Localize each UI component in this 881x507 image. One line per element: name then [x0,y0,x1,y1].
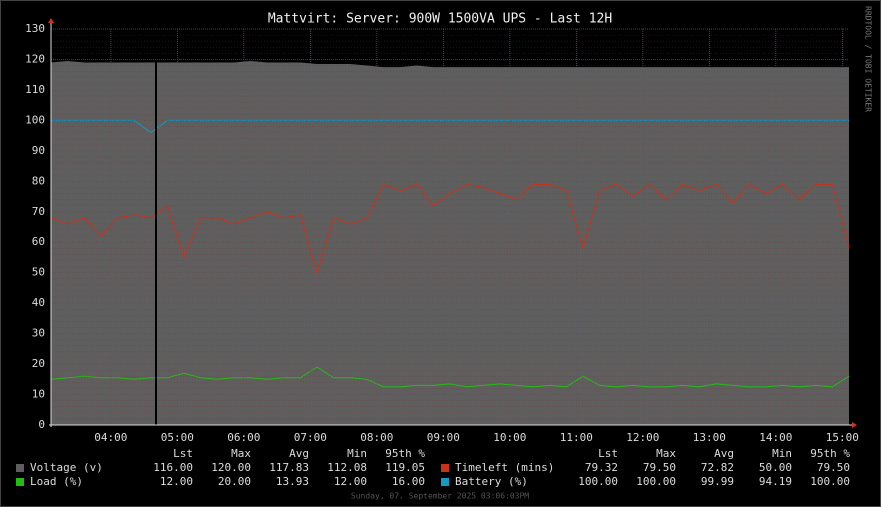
legend-label: Load (%) [30,475,83,488]
y-tick-label: 80 [32,174,45,187]
legend-column-header: Max [231,447,251,460]
legend-swatch [16,464,24,472]
watermark: RRDTOOL / TOBI OETIKER [864,6,873,112]
y-tick-label: 20 [32,357,45,370]
legend-column-header: 95th % [810,447,850,460]
legend-stat: 112.08 [327,461,367,474]
y-tick-label: 0 [38,418,45,431]
legend-column-header: Avg [714,447,734,460]
y-tick-label: 10 [32,388,45,401]
y-tick-label: 70 [32,205,45,218]
legend-stat: 100.00 [636,475,676,488]
legend-stat: 50.00 [759,461,792,474]
area [51,60,849,425]
legend-label: Voltage (v) [30,461,103,474]
chart-title: Mattvirt: Server: 900W 1500VA UPS - Last… [268,12,612,27]
y-tick-label: 50 [32,266,45,279]
x-tick-label: 10:00 [493,431,526,444]
legend-label: Timeleft (mins) [455,461,554,474]
plot-area [50,28,850,426]
legend-stat: 13.93 [276,475,309,488]
legend-column-header: Min [772,447,792,460]
x-tick-label: 12:00 [626,431,659,444]
y-tick-label: 120 [25,52,45,65]
legend: Lst Lst Max Max Avg Avg Min Min 95th % 95th % Volt… [16,447,850,488]
legend-stat: 100.00 [810,475,850,488]
y-tick-label: 130 [25,22,45,35]
legend-stat: 16.00 [392,475,425,488]
legend-stat: 100.00 [578,475,618,488]
legend-column-header: 95th % [385,447,425,460]
legend-stat: 12.00 [160,475,193,488]
x-tick-label: 13:00 [693,431,726,444]
legend-swatch [441,478,449,486]
y-tick-label: 30 [32,327,45,340]
footer: Sunday, 07. September 2025 03:06:03PM [351,492,529,501]
legend-label: Battery (%) [455,475,528,488]
legend-swatch [441,464,449,472]
legend-stat: 79.32 [585,461,618,474]
legend-stat: 116.00 [153,461,193,474]
x-tick-label: 08:00 [360,431,393,444]
legend-column-header: Avg [289,447,309,460]
x-tick-label: 07:00 [294,431,327,444]
y-tick-label: 60 [32,235,45,248]
legend-swatch [16,478,24,486]
legend-stat: 12.00 [334,475,367,488]
x-tick-label: 09:00 [427,431,460,444]
y-tick-label: 40 [32,296,45,309]
line [50,366,850,388]
legend-stat: 72.82 [701,461,734,474]
legend-stat: 119.05 [385,461,425,474]
axis-arrow [852,422,857,428]
y-tick-label: 100 [25,113,45,126]
legend-column-header: Lst [598,447,618,460]
x-tick-label: 06:00 [227,431,260,444]
grid [51,28,849,426]
legend-stat: 117.83 [269,461,309,474]
legend-stat: 94.19 [759,475,792,488]
legend-column-header: Max [656,447,676,460]
axis-arrow [48,18,54,23]
legend-stat: 79.50 [643,461,676,474]
x-tick-label: 05:00 [161,431,194,444]
x-tick-label: 04:00 [94,431,127,444]
legend-stat: 79.50 [817,461,850,474]
x-tick-label: 11:00 [560,431,593,444]
y-tick-label: 110 [25,83,45,96]
legend-stat: 120.00 [211,461,251,474]
x-tick-label: 15:00 [826,431,859,444]
legend-column-header: Min [347,447,367,460]
legend-stat: 99.99 [701,475,734,488]
legend-column-header: Lst [173,447,193,460]
legend-stat: 20.00 [218,475,251,488]
x-tick-label: 14:00 [759,431,792,444]
y-tick-label: 90 [32,144,45,157]
